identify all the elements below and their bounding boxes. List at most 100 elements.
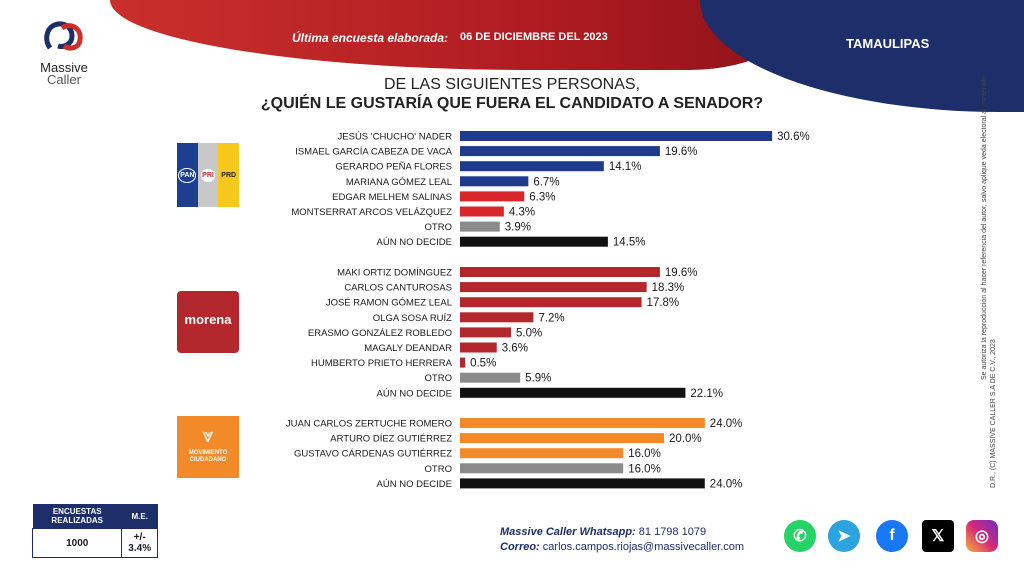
bar-value-label: 19.6% — [665, 267, 698, 279]
bar — [460, 448, 624, 459]
bar-value-label: 6.3% — [529, 191, 555, 203]
state-name: TAMAULIPAS — [846, 36, 930, 51]
prd-logo: PRD — [218, 143, 240, 207]
surveys-header: ENCUESTAS REALIZADAS — [32, 504, 122, 529]
bar — [460, 206, 504, 217]
bar — [460, 433, 664, 444]
bar-value-label: 5.9% — [525, 373, 551, 385]
bar — [460, 387, 686, 398]
bar-value-label: 30.6% — [777, 131, 810, 143]
movimiento-ciudadano-logo: ⩔ MOVIMIENTO CIUDADANO — [177, 416, 239, 478]
whatsapp-icon[interactable]: ✆ — [784, 520, 816, 552]
bar-label: MAGALY DEANDAR — [364, 343, 452, 354]
bar-label: MAKI ORTIZ DOMÍNGUEZ — [337, 268, 452, 279]
bar-label: CARLOS CANTUROSAS — [344, 283, 452, 294]
bar-value-label: 14.5% — [613, 237, 646, 249]
bar — [460, 342, 497, 353]
bar — [460, 312, 534, 323]
x-icon[interactable]: 𝕏 — [922, 520, 954, 552]
bar-value-label: 6.7% — [533, 176, 559, 188]
bar-label: OTRO — [425, 373, 452, 384]
bar-label: ARTURO DÍEZ GUTIÉRREZ — [330, 434, 452, 445]
instagram-icon[interactable]: ◎ — [966, 520, 998, 552]
bar-label: AÚN NO DECIDE — [377, 388, 452, 399]
margin-error-header: M.E. — [121, 504, 158, 529]
bar — [460, 146, 660, 157]
bar — [460, 236, 608, 247]
bar-label: MONTSERRAT ARCOS VELÁZQUEZ — [291, 207, 452, 218]
bar — [460, 161, 604, 172]
facebook-icon[interactable]: f — [876, 520, 908, 552]
logo-mark-icon — [44, 21, 83, 51]
bar-value-label: 4.3% — [509, 207, 535, 219]
bar-value-label: 0.5% — [470, 358, 496, 370]
bar-label: GUSTAVO CÁRDENAS GUTIÉRREZ — [294, 449, 452, 460]
bar-value-label: 3.9% — [505, 222, 531, 234]
chart-title-line1: DE LAS SIGUIENTES PERSONAS, — [383, 76, 641, 93]
contact-info: Massive Caller Whatsapp: 81 1798 1079 Co… — [500, 526, 744, 556]
reproduction-note: Se autoriza la reproducción al hacer ref… — [981, 74, 988, 380]
mc-text: MOVIMIENTO CIUDADANO — [188, 450, 228, 463]
bar-value-label: 16.0% — [628, 448, 661, 460]
bar-value-label: 24.0% — [710, 418, 743, 430]
massive-caller-logo: Massive Caller — [28, 18, 100, 86]
bar-label: JESÚS 'CHUCHO' NADER — [338, 132, 453, 143]
bar-label: ISMAEL GARCÍA CABEZA DE VACA — [295, 147, 452, 158]
bar-value-label: 7.2% — [538, 312, 564, 324]
bar-label: JUAN CARLOS ZERTUCHE ROMERO — [286, 419, 452, 430]
telegram-icon[interactable]: ➤ — [828, 520, 860, 552]
pan-pri-prd-logo: PAN PRI PRD — [177, 143, 240, 207]
whatsapp-label: Massive Caller Whatsapp: — [500, 526, 636, 538]
bar-value-label: 14.1% — [609, 161, 642, 173]
bar — [460, 267, 660, 277]
survey-stats-table: ENCUESTAS REALIZADAS M.E. 1000 +/- 3.4% — [31, 504, 158, 558]
bar-label: OTRO — [425, 222, 452, 233]
bar-label: MARIANA GÓMEZ LEAL — [346, 177, 452, 188]
bar — [460, 191, 525, 202]
chart-title-line2: ¿QUIÉN LE GUSTARÍA QUE FUERA EL CANDIDAT… — [260, 95, 764, 112]
whatsapp-number[interactable]: 81 1798 1079 — [638, 526, 707, 538]
bar — [460, 478, 705, 489]
last-survey-label: Última encuesta elaborada: — [292, 31, 449, 45]
surveys-value: 1000 — [31, 528, 123, 558]
pan-text: PAN — [178, 167, 197, 183]
survey-date: 06 DE DICIEMBRE DEL 2023 — [460, 31, 608, 43]
bar — [460, 372, 521, 383]
eagle-icon: ⩔ — [202, 425, 214, 447]
margin-error-value: +/- 3.4% — [121, 528, 158, 558]
bar-label: GERARDO PEÑA FLORES — [335, 162, 452, 173]
bar-value-label: 5.0% — [516, 327, 542, 339]
pan-logo: PAN — [177, 143, 198, 207]
bar-label: OLGA SOSA RUÍZ — [373, 313, 452, 324]
bar-label: AÚN NO DECIDE — [377, 237, 452, 248]
morena-text: morena — [184, 312, 232, 327]
email-address[interactable]: carlos.campos.riojas@massivecaller.com — [542, 541, 745, 553]
email-label: Correo: — [500, 541, 540, 553]
pri-text: PRI — [201, 168, 215, 182]
bar-label: HUMBERTO PRIETO HERRERA — [311, 358, 453, 369]
bar — [460, 418, 705, 428]
bar-value-label: 22.1% — [690, 388, 723, 400]
bar-value-label: 16.0% — [628, 463, 661, 475]
pri-logo: PRI — [197, 143, 219, 207]
bar — [460, 176, 529, 187]
prd-text: PRD — [221, 171, 237, 179]
bar-label: ERASMO GONZÁLEZ ROBLEDO — [308, 328, 452, 339]
morena-logo: morena — [177, 291, 239, 353]
bar-label: EDGAR MELHEM SALINAS — [332, 192, 452, 203]
logo-sub: Caller — [47, 72, 81, 87]
bar-value-label: 20.0% — [669, 433, 702, 445]
bar-label: JOSÉ RAMON GÓMEZ LEAL — [326, 298, 452, 309]
bar-label: AÚN NO DECIDE — [377, 479, 452, 490]
bar-value-label: 19.6% — [665, 146, 698, 158]
copyright-note: D.R., (C) MASSIVE CALLER S.A DE C.V., 20… — [990, 339, 997, 488]
bar-value-label: 24.0% — [710, 478, 743, 490]
bar — [460, 327, 511, 338]
bar-label: OTRO — [425, 464, 452, 475]
bar — [460, 131, 773, 141]
bar — [460, 221, 500, 232]
bar — [460, 297, 642, 308]
bar — [460, 282, 647, 293]
logo-name: Massive — [40, 60, 88, 75]
